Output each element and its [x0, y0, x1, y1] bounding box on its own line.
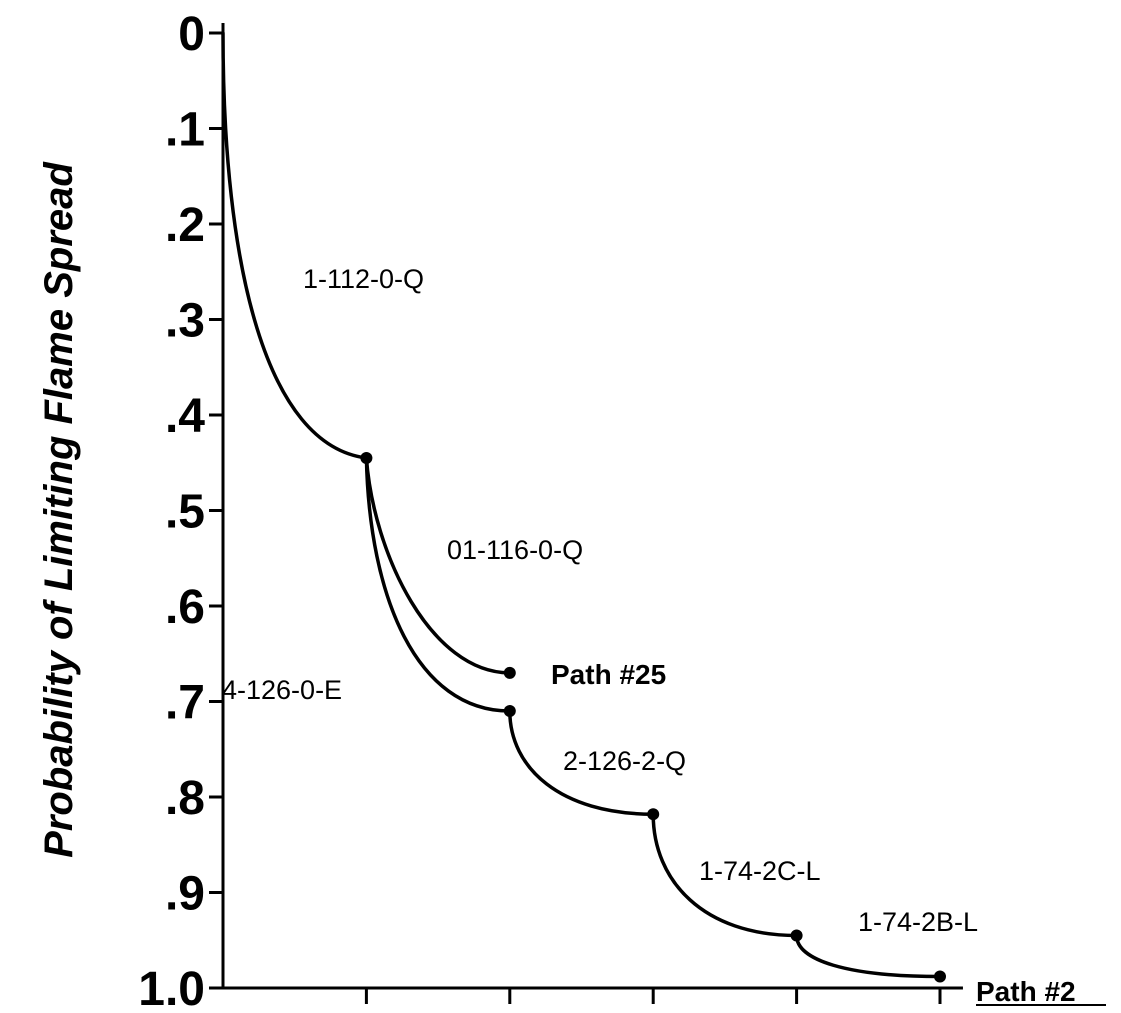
y-tick-label: 0	[178, 8, 205, 61]
segment-label: 1-74-2C-L	[699, 856, 821, 886]
y-tick-label: .7	[165, 677, 205, 730]
curve-1-74-2C-L	[651, 812, 799, 938]
curve-1-74-2B-L	[794, 933, 942, 979]
curve-1-112-0-Q	[221, 31, 369, 460]
path-label: Path #2	[976, 976, 1076, 1007]
y-tick-label: .1	[165, 104, 205, 157]
segment-label: 1-74-2B-L	[858, 907, 978, 937]
node-point	[934, 970, 946, 983]
y-tick-label: .3	[165, 295, 205, 348]
segment-label: 2-126-2-Q	[563, 746, 686, 776]
curve-2-126-2-Q	[508, 709, 655, 816]
segment-label: 01-116-0-Q	[447, 535, 583, 565]
curve-01-116-0-Q	[364, 456, 512, 675]
node-point	[647, 808, 660, 821]
y-tick-label: .4	[165, 390, 205, 443]
y-tick-label: 1.0	[138, 963, 205, 1013]
node-point	[790, 929, 803, 942]
path-label: Path #25	[551, 659, 666, 690]
y-axis-title: Probability of Limiting Flame Spread	[37, 161, 81, 858]
y-tick-label: .5	[165, 486, 205, 539]
segment-label: 4-126-0-E	[222, 675, 342, 705]
y-tick-label: .9	[165, 868, 205, 921]
segment-label: 1-112-0-Q	[303, 264, 424, 294]
y-tick-label: .2	[165, 199, 205, 252]
y-tick-label: .8	[165, 772, 205, 825]
curve-4-126-0-E	[364, 456, 512, 713]
node-point	[503, 705, 516, 718]
y-tick-label: .6	[165, 581, 205, 634]
node-point	[503, 666, 516, 679]
node-point	[360, 451, 373, 464]
